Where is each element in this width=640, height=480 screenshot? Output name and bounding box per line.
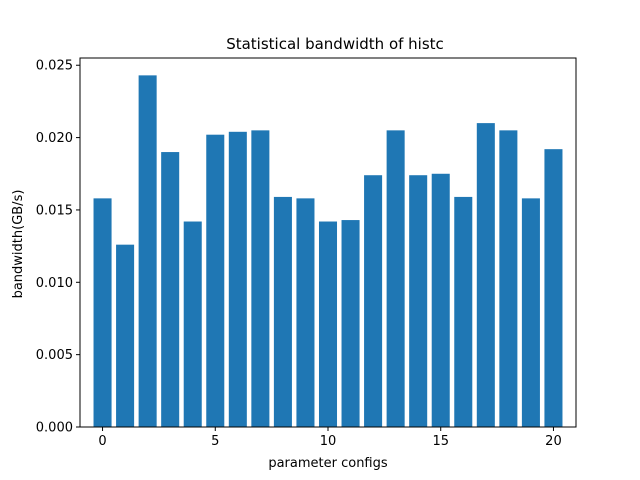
bar-11 bbox=[341, 220, 360, 427]
bar-8 bbox=[273, 196, 292, 427]
chart-title: Statistical bandwidth of histc bbox=[226, 35, 444, 53]
bar-17 bbox=[476, 123, 495, 427]
x-tick-label: 15 bbox=[432, 434, 449, 449]
bar-5 bbox=[206, 134, 225, 427]
plot-frame bbox=[79, 57, 577, 428]
y-axis-label: bandwidth(GB/s) bbox=[11, 190, 26, 299]
bar-2 bbox=[138, 75, 157, 427]
bar-15 bbox=[431, 173, 450, 427]
x-axis-label: parameter configs bbox=[268, 456, 388, 471]
x-tick-label: 0 bbox=[98, 434, 106, 449]
bar-12 bbox=[364, 175, 383, 427]
y-axis: 0.000 0.005 0.010 0.015 0.020 0.025 bbox=[36, 59, 80, 436]
bar-7 bbox=[251, 130, 270, 427]
bar-9 bbox=[296, 198, 315, 427]
bar-20 bbox=[544, 149, 563, 427]
y-tick-label: 0.005 bbox=[36, 348, 73, 363]
bar-6 bbox=[228, 131, 247, 428]
bar-4 bbox=[183, 221, 202, 427]
y-tick-label: 0.025 bbox=[36, 59, 73, 74]
bar-10 bbox=[318, 221, 338, 427]
bar-0 bbox=[93, 198, 112, 427]
bar-18 bbox=[499, 130, 518, 427]
bar-13 bbox=[386, 130, 405, 427]
y-tick-label: 0.010 bbox=[36, 276, 73, 291]
x-axis: 0 5 10 15 20 bbox=[98, 427, 562, 449]
y-tick-label: 0.000 bbox=[36, 421, 73, 436]
x-tick-label: 5 bbox=[211, 434, 219, 449]
bars-group bbox=[93, 75, 563, 428]
bar-19 bbox=[521, 198, 540, 427]
y-tick-label: 0.015 bbox=[36, 203, 73, 218]
x-tick-label: 20 bbox=[545, 434, 562, 449]
x-tick-label: 10 bbox=[320, 434, 337, 449]
bar-3 bbox=[161, 152, 180, 427]
bar-1 bbox=[116, 244, 135, 427]
bar-16 bbox=[454, 196, 473, 427]
y-tick-label: 0.020 bbox=[36, 131, 73, 146]
bar-14 bbox=[409, 175, 428, 427]
